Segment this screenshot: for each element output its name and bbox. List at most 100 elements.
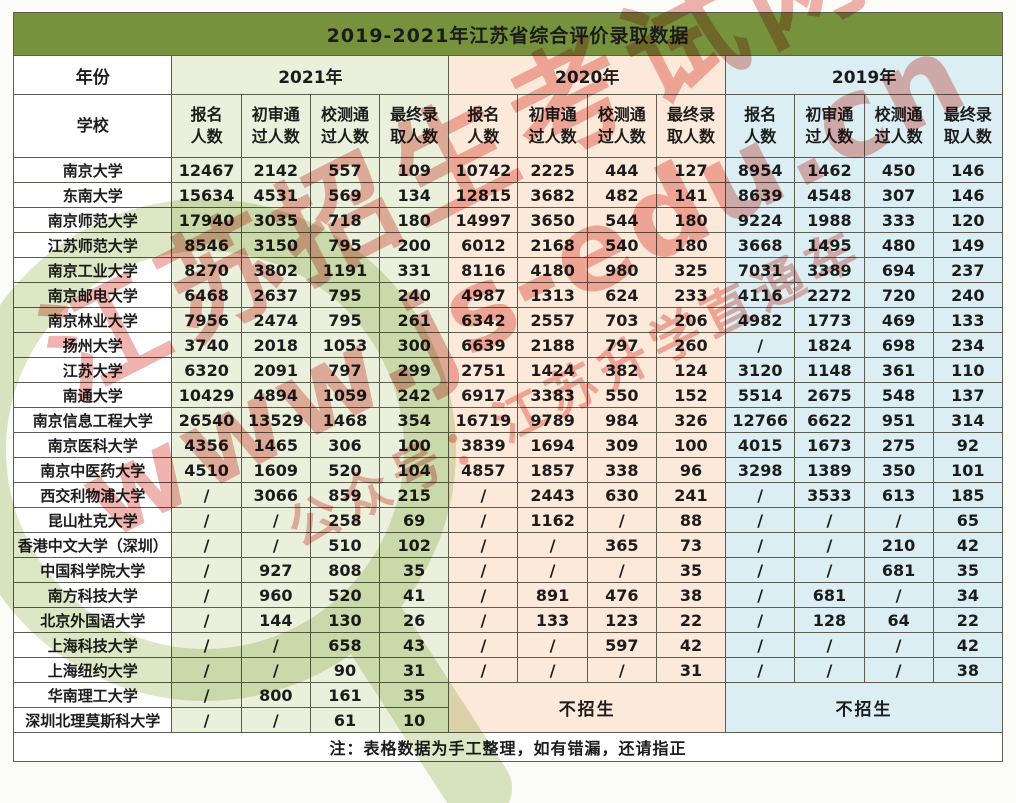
data-cell: 658 xyxy=(309,632,381,658)
data-cell: 22 xyxy=(655,607,727,633)
data-cell: 2142 xyxy=(240,157,311,183)
data-cell: 200 xyxy=(379,232,450,258)
data-cell: 43 xyxy=(379,632,450,658)
data-cell: 275 xyxy=(863,432,934,458)
col-header-schooltest-2021: 校测通 过人数 xyxy=(309,94,381,158)
data-cell: 240 xyxy=(932,282,1004,308)
data-cell: 144 xyxy=(240,607,311,633)
data-cell: 9789 xyxy=(517,407,588,433)
col-header-applicants-2019: 报名 人数 xyxy=(725,94,796,158)
data-cell: 146 xyxy=(932,182,1004,208)
data-cell: 382 xyxy=(586,357,657,383)
data-cell: / xyxy=(586,557,657,583)
year-2021-header: 2021年 xyxy=(171,55,450,95)
school-label-cell: 学校 xyxy=(12,94,173,158)
data-cell: / xyxy=(171,557,242,583)
table-row: 南方科技大学/960 520 41/891 476 38/681/34 xyxy=(12,582,1004,608)
data-cell: 185 xyxy=(932,482,1004,508)
data-cell: 1389 xyxy=(794,457,865,483)
data-cell: 326 xyxy=(655,407,727,433)
data-cell: 698 xyxy=(863,332,934,358)
data-cell: 520 xyxy=(309,457,381,483)
data-cell: 859 xyxy=(309,482,381,508)
data-cell: 681 xyxy=(863,557,934,583)
year-header-row: 年份 2021年 2020年 2019年 xyxy=(12,55,1003,95)
data-cell: 510 xyxy=(309,532,381,558)
data-cell: 1191 xyxy=(309,257,381,283)
data-cell: 480 xyxy=(863,232,934,258)
data-cell: 16719 xyxy=(448,407,519,433)
data-cell: 3650 xyxy=(517,207,588,233)
data-cell: 3383 xyxy=(517,382,588,408)
data-cell: 4987 xyxy=(448,282,519,308)
data-cell: 35 xyxy=(655,557,727,583)
data-cell: 4180 xyxy=(517,257,588,283)
data-cell: 354 xyxy=(379,407,450,433)
school-name: 江苏师范大学 xyxy=(12,232,173,258)
data-cell: 306 xyxy=(309,432,381,458)
data-cell: 1773 xyxy=(794,307,865,333)
data-cell: 795 xyxy=(309,282,381,308)
data-cell: / xyxy=(517,632,588,658)
data-cell: 240 xyxy=(379,282,450,308)
data-cell: 1148 xyxy=(794,357,865,383)
data-cell: 1609 xyxy=(240,457,311,483)
data-cell: 100 xyxy=(379,432,450,458)
data-cell: 9224 xyxy=(725,207,796,233)
data-cell: / xyxy=(794,507,865,533)
data-cell: 299 xyxy=(379,357,450,383)
data-cell: 4116 xyxy=(725,282,796,308)
table-row: 华南理工大学/800 161 35 不招生 不招生 xyxy=(12,682,1003,733)
data-cell: 2751 xyxy=(448,357,519,383)
data-cell: 31 xyxy=(655,657,727,683)
data-cell: 22 xyxy=(932,607,1004,633)
data-cell: 35 xyxy=(379,557,450,583)
data-cell: 206 xyxy=(655,307,727,333)
sub-header-row: 学校 报名 人数 初审通 过人数 校测通 过人数 最终录 取人数 报名 人数 初… xyxy=(12,94,1004,158)
data-cell: 469 xyxy=(863,307,934,333)
data-cell: 1495 xyxy=(794,232,865,258)
data-cell: 3839 xyxy=(448,432,519,458)
col-header-applicants-2020: 报名 人数 xyxy=(448,94,519,158)
data-cell: 2637 xyxy=(240,282,311,308)
data-cell: / xyxy=(725,657,796,683)
data-cell: 3389 xyxy=(794,257,865,283)
data-cell: / xyxy=(794,657,865,683)
data-cell: 2168 xyxy=(517,232,588,258)
data-cell: / xyxy=(448,532,519,558)
data-cell: / xyxy=(794,632,865,658)
data-cell: 61 xyxy=(309,707,381,733)
data-cell: 101 xyxy=(932,457,1004,483)
table-row: 西交利物浦大学/3066 859 215/2443 630 241/3533 613 185 xyxy=(12,482,1004,508)
data-cell: 569 xyxy=(309,182,381,208)
table-row: 江苏师范大学 8546 3150 795 200 6012 2168 540 180 3668 14… xyxy=(12,232,1004,258)
data-cell: 1857 xyxy=(517,457,588,483)
data-cell: 624 xyxy=(586,282,657,308)
data-cell: / xyxy=(725,632,796,658)
table-body: 南京大学 12467 2142 557 109 10742 2225 444 127 8954 14… xyxy=(12,157,1004,733)
data-cell: 12815 xyxy=(448,182,519,208)
school-name: 中国科学院大学 xyxy=(12,557,173,583)
data-cell: 152 xyxy=(655,382,727,408)
data-cell: 237 xyxy=(932,257,1004,283)
data-cell: 1673 xyxy=(794,432,865,458)
data-cell: 482 xyxy=(586,182,657,208)
col-header-admitted-2020: 最终录 取人数 xyxy=(655,94,727,158)
data-cell: 130 xyxy=(309,607,381,633)
note-row: 注：表格数据为手工整理，如有错漏，还请指正 xyxy=(13,732,1003,762)
data-cell: 38 xyxy=(932,657,1004,683)
data-cell: / xyxy=(171,482,242,508)
data-cell: 3682 xyxy=(517,182,588,208)
data-cell: 6468 xyxy=(171,282,242,308)
data-cell: 795 xyxy=(309,232,381,258)
data-cell: 2443 xyxy=(517,482,588,508)
data-cell: / xyxy=(240,507,311,533)
data-cell: / xyxy=(725,507,796,533)
data-cell: 960 xyxy=(240,582,311,608)
data-cell: 476 xyxy=(586,582,657,608)
data-cell: / xyxy=(171,632,242,658)
data-cell: 365 xyxy=(586,532,657,558)
data-cell: 38 xyxy=(655,582,727,608)
data-cell: 1462 xyxy=(794,157,865,183)
